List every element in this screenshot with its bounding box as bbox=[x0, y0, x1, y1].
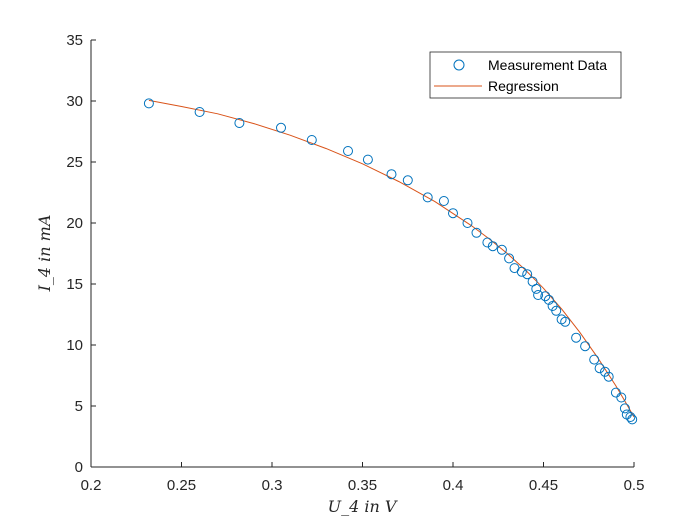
y-tick-label: 20 bbox=[66, 215, 83, 232]
data-point bbox=[603, 371, 614, 382]
x-axis-label: U_4 in V bbox=[328, 497, 398, 516]
y-tick-label: 5 bbox=[75, 398, 83, 415]
y-axis-label: I_4 in mA bbox=[35, 215, 54, 293]
data-point bbox=[531, 283, 542, 294]
data-point bbox=[402, 175, 413, 186]
data-point bbox=[422, 192, 433, 203]
data-point bbox=[471, 227, 482, 238]
data-point bbox=[482, 237, 493, 248]
y-tick-label: 0 bbox=[75, 459, 83, 476]
legend-marker-icon bbox=[453, 59, 465, 71]
data-point bbox=[589, 354, 600, 365]
data-point bbox=[386, 169, 397, 180]
regression-layer bbox=[148, 99, 635, 418]
x-tick-label: 0.3 bbox=[262, 477, 283, 494]
data-point bbox=[143, 98, 154, 109]
data-point bbox=[504, 253, 515, 264]
axes: 0.2 0.25 0.3 0.35 0.4 0.45 0.5 0 5 10 15 20 25 30 35 bbox=[66, 32, 644, 494]
data-point bbox=[516, 266, 527, 277]
y-tick-label: 25 bbox=[66, 154, 83, 171]
x-tick-label: 0.45 bbox=[529, 477, 558, 494]
data-point bbox=[487, 241, 498, 252]
data-point bbox=[556, 314, 567, 325]
y-tick-label: 35 bbox=[66, 32, 83, 49]
legend-box bbox=[429, 51, 622, 99]
data-point bbox=[343, 146, 353, 156]
plot-area bbox=[91, 40, 634, 467]
data-point bbox=[533, 290, 544, 300]
regression-line bbox=[148, 99, 635, 418]
data-point bbox=[522, 269, 533, 280]
data-point bbox=[306, 135, 317, 145]
data-point bbox=[616, 392, 627, 403]
data-point bbox=[551, 305, 562, 316]
data-point bbox=[194, 107, 205, 117]
data-point bbox=[594, 363, 605, 374]
data-point bbox=[543, 294, 554, 305]
data-point bbox=[627, 414, 638, 425]
data-point bbox=[462, 218, 473, 228]
y-tick-label: 15 bbox=[66, 276, 83, 293]
x-tick-label: 0.35 bbox=[348, 477, 377, 494]
x-tick-label: 0.25 bbox=[167, 477, 196, 494]
data-point bbox=[234, 118, 245, 128]
x-tick-label: 0.2 bbox=[81, 477, 102, 494]
x-tick-label: 0.5 bbox=[624, 477, 645, 494]
data-point bbox=[448, 208, 458, 219]
data-point bbox=[438, 196, 449, 206]
legend: Measurement Data Regression bbox=[429, 51, 622, 99]
data-point bbox=[580, 341, 591, 352]
data-point bbox=[625, 412, 636, 422]
x-tick-label: 0.4 bbox=[443, 477, 464, 494]
data-point bbox=[571, 332, 582, 343]
data-point bbox=[276, 122, 286, 133]
y-tick-label: 30 bbox=[66, 93, 83, 110]
data-point bbox=[619, 403, 630, 414]
data-point bbox=[540, 291, 551, 302]
data-point bbox=[560, 316, 571, 327]
legend-label-regression: Regression bbox=[488, 78, 559, 94]
legend-label-measurement: Measurement Data bbox=[488, 57, 607, 73]
y-tick-label: 10 bbox=[66, 337, 83, 354]
data-point bbox=[362, 154, 373, 165]
markers-layer bbox=[143, 98, 638, 425]
data-point bbox=[496, 244, 507, 255]
